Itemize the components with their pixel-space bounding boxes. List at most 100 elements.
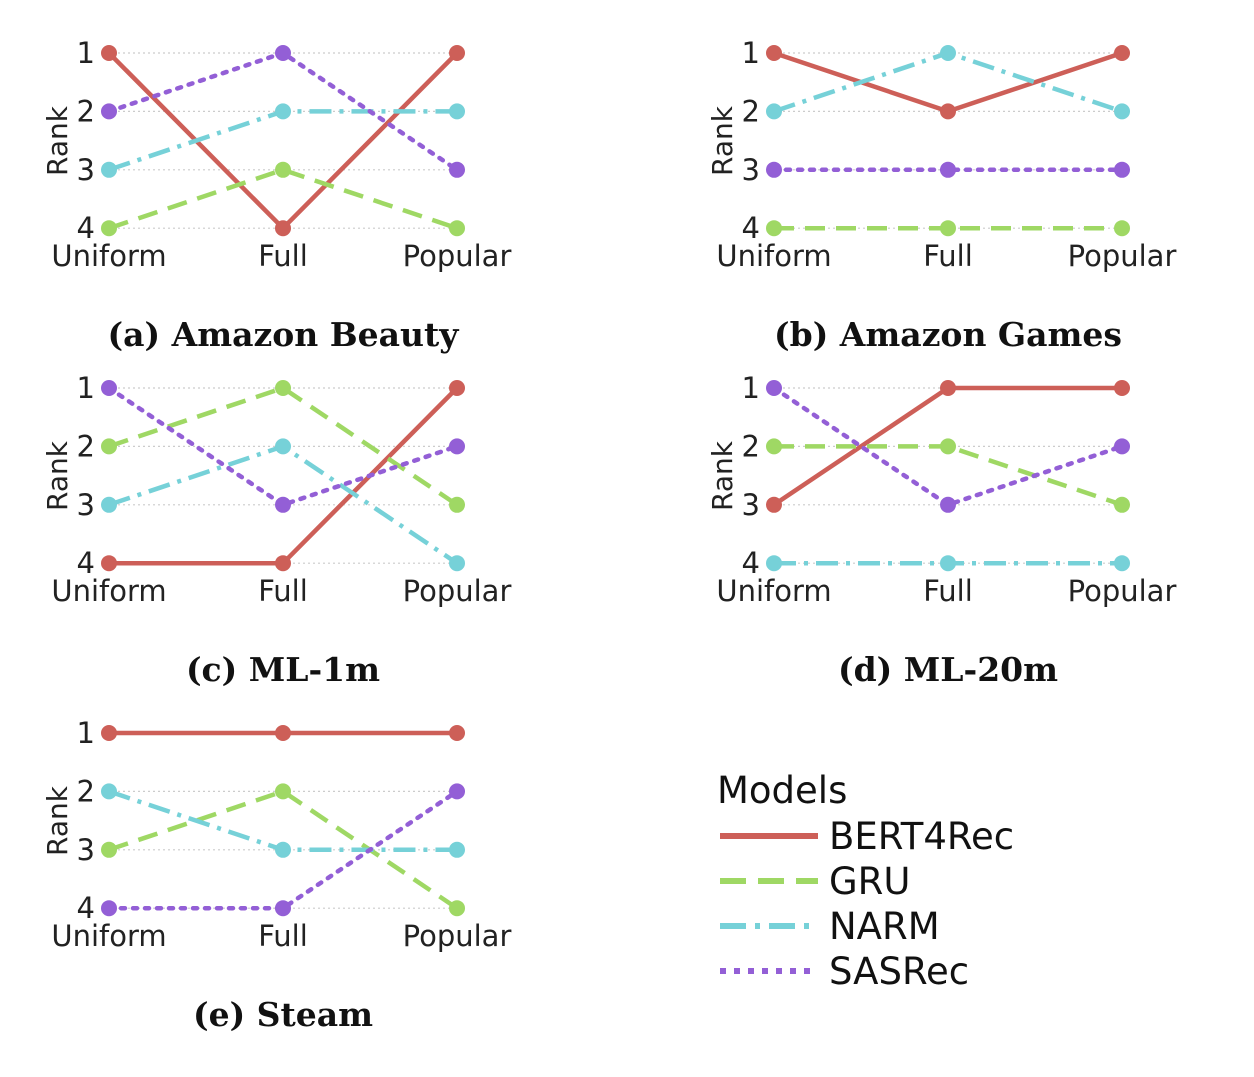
y-axis-label: Rank bbox=[706, 105, 739, 176]
y-tick-label: 2 bbox=[77, 94, 95, 128]
data-point-narm bbox=[940, 555, 956, 572]
data-point-sasrec bbox=[940, 496, 956, 513]
y-tick-label: 3 bbox=[742, 153, 760, 187]
data-point-narm bbox=[449, 103, 465, 120]
panel-d: 1 2 3 4 Rank Uniform Full Popular (d) ML-20m bbox=[706, 371, 1176, 689]
data-point-sasrec bbox=[766, 161, 782, 178]
legend-label-narm: NARM bbox=[829, 905, 940, 948]
panel-b: 1 2 3 4 Rank Uniform Full Popular (b) Amazon Gam… bbox=[706, 36, 1176, 354]
data-point-gru bbox=[940, 438, 956, 455]
data-point-bert4rec bbox=[101, 555, 117, 572]
x-tick-label: Uniform bbox=[51, 574, 166, 608]
data-point-bert4rec bbox=[275, 725, 291, 741]
series-line-gru bbox=[108, 385, 459, 507]
x-tick-label: Uniform bbox=[51, 919, 166, 953]
data-point-bert4rec bbox=[940, 380, 956, 396]
series-line-gru bbox=[108, 167, 458, 231]
panel-a: 1 2 3 4 Rank Uniform Full Popular (a) Amazon Bea… bbox=[41, 36, 511, 354]
panel-caption: (d) ML-20m bbox=[838, 650, 1058, 689]
data-point-bert4rec bbox=[275, 220, 291, 237]
x-tick-label: Popular bbox=[403, 574, 512, 608]
data-point-gru bbox=[101, 841, 117, 858]
legend-label-gru: GRU bbox=[829, 860, 910, 903]
x-tick-label: Full bbox=[258, 574, 308, 608]
data-point-sasrec bbox=[449, 783, 465, 800]
data-point-gru bbox=[101, 220, 117, 237]
data-point-sasrec bbox=[101, 380, 117, 396]
x-tick-label: Full bbox=[923, 574, 973, 608]
y-tick-label: 4 bbox=[742, 546, 760, 580]
y-tick-label: 4 bbox=[77, 211, 95, 245]
data-point-gru bbox=[449, 220, 465, 237]
data-point-gru bbox=[940, 220, 956, 237]
data-point-narm bbox=[1114, 555, 1130, 572]
x-tick-label: Full bbox=[258, 919, 308, 953]
y-tick-label: 1 bbox=[742, 371, 760, 405]
y-tick-label: 4 bbox=[77, 891, 95, 925]
x-tick-label: Popular bbox=[1068, 239, 1177, 273]
y-tick-label: 3 bbox=[77, 153, 95, 187]
data-point-gru bbox=[449, 900, 465, 917]
data-point-sasrec bbox=[275, 496, 291, 513]
y-axis-label: Rank bbox=[41, 440, 74, 511]
x-tick-label: Uniform bbox=[716, 574, 831, 608]
data-point-gru bbox=[275, 161, 291, 178]
y-tick-label: 4 bbox=[742, 211, 760, 245]
series-line-gru bbox=[108, 789, 459, 911]
y-tick-label: 1 bbox=[77, 36, 95, 70]
series-line-bert4rec bbox=[771, 50, 1125, 114]
data-point-gru bbox=[275, 783, 291, 800]
legend-title: Models bbox=[717, 769, 847, 812]
series-line-narm bbox=[108, 789, 457, 853]
data-point-bert4rec bbox=[449, 725, 465, 741]
panel-caption: (a) Amazon Beauty bbox=[108, 315, 460, 354]
data-point-sasrec bbox=[449, 438, 465, 455]
data-point-narm bbox=[1114, 103, 1130, 120]
data-point-bert4rec bbox=[449, 45, 465, 61]
x-tick-label: Uniform bbox=[716, 239, 831, 273]
data-point-sasrec bbox=[449, 161, 465, 178]
x-tick-label: Full bbox=[923, 239, 973, 273]
x-tick-label: Popular bbox=[403, 239, 512, 273]
y-tick-label: 2 bbox=[77, 429, 95, 463]
data-point-sasrec bbox=[275, 900, 291, 917]
y-tick-label: 3 bbox=[77, 833, 95, 867]
x-tick-label: Uniform bbox=[51, 239, 166, 273]
y-tick-label: 4 bbox=[77, 546, 95, 580]
series-line-bert4rec bbox=[106, 50, 460, 231]
series-line-gru bbox=[774, 444, 1123, 507]
data-point-narm bbox=[449, 841, 465, 858]
panel-c: 1 2 3 4 Rank Uniform Full Popular (c) ML-1m bbox=[41, 371, 511, 689]
data-point-bert4rec bbox=[1114, 380, 1130, 396]
data-point-bert4rec bbox=[1114, 45, 1130, 61]
panel-caption: (b) Amazon Games bbox=[774, 315, 1122, 354]
x-tick-label: Popular bbox=[1068, 574, 1177, 608]
data-point-sasrec bbox=[1114, 161, 1130, 178]
y-tick-label: 3 bbox=[77, 488, 95, 522]
panel-e: 1 2 3 4 Rank Uniform Full Popular (e) Steam bbox=[41, 716, 511, 1034]
data-point-narm bbox=[449, 555, 465, 572]
data-point-sasrec bbox=[940, 161, 956, 178]
data-point-gru bbox=[1114, 496, 1130, 513]
data-point-narm bbox=[101, 161, 117, 178]
data-point-gru bbox=[101, 438, 117, 455]
legend-label-sasrec: SASRec bbox=[829, 950, 969, 993]
data-point-narm bbox=[766, 103, 782, 120]
x-tick-label: Full bbox=[258, 239, 308, 273]
data-point-bert4rec bbox=[766, 45, 782, 61]
x-tick-label: Popular bbox=[403, 919, 512, 953]
y-axis-label: Rank bbox=[41, 105, 74, 176]
data-point-sasrec bbox=[101, 103, 117, 120]
y-tick-label: 1 bbox=[77, 716, 95, 750]
data-point-gru bbox=[766, 220, 782, 237]
data-point-narm bbox=[275, 103, 291, 120]
data-point-bert4rec bbox=[275, 555, 291, 572]
data-point-bert4rec bbox=[940, 103, 956, 120]
data-point-narm bbox=[940, 45, 956, 61]
data-point-sasrec bbox=[101, 900, 117, 917]
series-line-narm bbox=[773, 50, 1123, 114]
data-point-narm bbox=[101, 783, 117, 800]
y-tick-label: 2 bbox=[77, 774, 95, 808]
